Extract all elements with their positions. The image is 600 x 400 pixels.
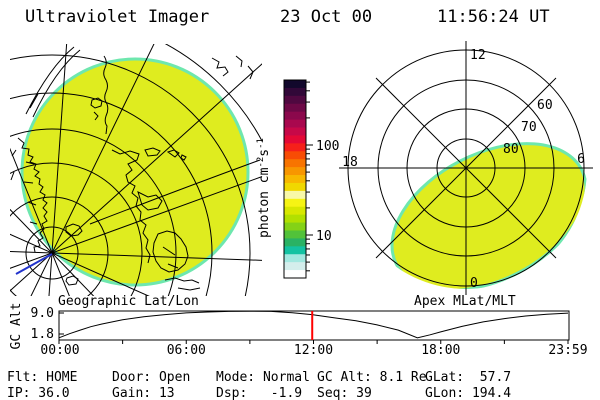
mlt-label-12: 12 xyxy=(470,48,486,63)
ylabel-min: 1.8 xyxy=(31,327,54,342)
xlabel-1800: 18:00 xyxy=(421,343,460,358)
colorbar-tick-label-10: 10 xyxy=(316,229,332,244)
mlt-label-6: 6 xyxy=(577,152,585,167)
status-ip: IP: 36.0 xyxy=(7,386,70,400)
alt-chart-xticks xyxy=(58,340,569,344)
colorbar-bands xyxy=(284,80,306,279)
xlabel-2359: 23:59 xyxy=(548,343,587,358)
colorbar-border xyxy=(283,79,307,279)
status-gcalt: GC Alt: 8.1 Re xyxy=(317,370,427,385)
xlabel-0600: 06:00 xyxy=(167,343,206,358)
mlat-label-60: 60 xyxy=(537,98,553,113)
map-graticule-extra xyxy=(89,159,261,225)
status-flt: Flt: HOME xyxy=(7,370,78,385)
gc-alt-curve xyxy=(58,310,569,339)
colorbar: 100 10 xyxy=(283,79,339,279)
colorbar-units-label: photon cm-2s-1 xyxy=(256,138,272,238)
polar-plot: 12 18 6 0 60 70 80 xyxy=(339,41,593,295)
polar-grid xyxy=(339,41,593,295)
map-graticule xyxy=(10,44,262,296)
mlat-label-70: 70 xyxy=(521,120,537,135)
units-sup2: -2 xyxy=(255,156,266,168)
units-sup1: -1 xyxy=(255,138,266,149)
alt-axis-title: GC Alt xyxy=(9,303,24,350)
status-gain: Gain: 13 xyxy=(112,386,175,400)
mlt-label-18: 18 xyxy=(342,155,358,170)
xlabel-0000: 00:00 xyxy=(40,343,79,358)
gc-alt-chart: 9.0 1.8 GC Alt 00:00 06:00 12:00 18:00 2… xyxy=(9,303,588,358)
header-time: 11:56:24 UT xyxy=(437,7,550,27)
app-title: Ultraviolet Imager xyxy=(25,7,210,27)
alt-chart-box xyxy=(58,310,570,341)
header-date: 23 Oct 00 xyxy=(280,7,373,27)
apex-panel-title: Apex MLat/MLT xyxy=(414,294,516,309)
geographic-map xyxy=(10,44,262,296)
mlt-label-0: 0 xyxy=(470,276,478,291)
colorbar-minor-ticks xyxy=(306,81,310,272)
status-mode: Mode: Normal xyxy=(216,370,310,385)
polar-fov-group xyxy=(390,142,587,289)
status-seq: Seq: 39 xyxy=(317,386,372,400)
status-glat: GLat: 57.7 xyxy=(425,370,512,385)
geo-panel-title: Geographic Lat/Lon xyxy=(58,294,199,309)
status-door: Door: Open xyxy=(112,370,191,385)
units-base: photon cm xyxy=(257,167,273,238)
coastlines xyxy=(10,46,254,291)
status-dsp: Dsp: -1.9 xyxy=(216,386,303,400)
orbit-track-line xyxy=(15,253,53,275)
ylabel-max: 9.0 xyxy=(31,306,54,321)
status-glon: GLon: 194.4 xyxy=(425,386,512,400)
xlabel-1200: 12:00 xyxy=(294,343,333,358)
polar-fov-oval xyxy=(390,142,587,289)
colorbar-tick-label-100: 100 xyxy=(316,139,339,154)
units-mid: s xyxy=(257,148,273,157)
mlat-label-80: 80 xyxy=(503,142,519,157)
